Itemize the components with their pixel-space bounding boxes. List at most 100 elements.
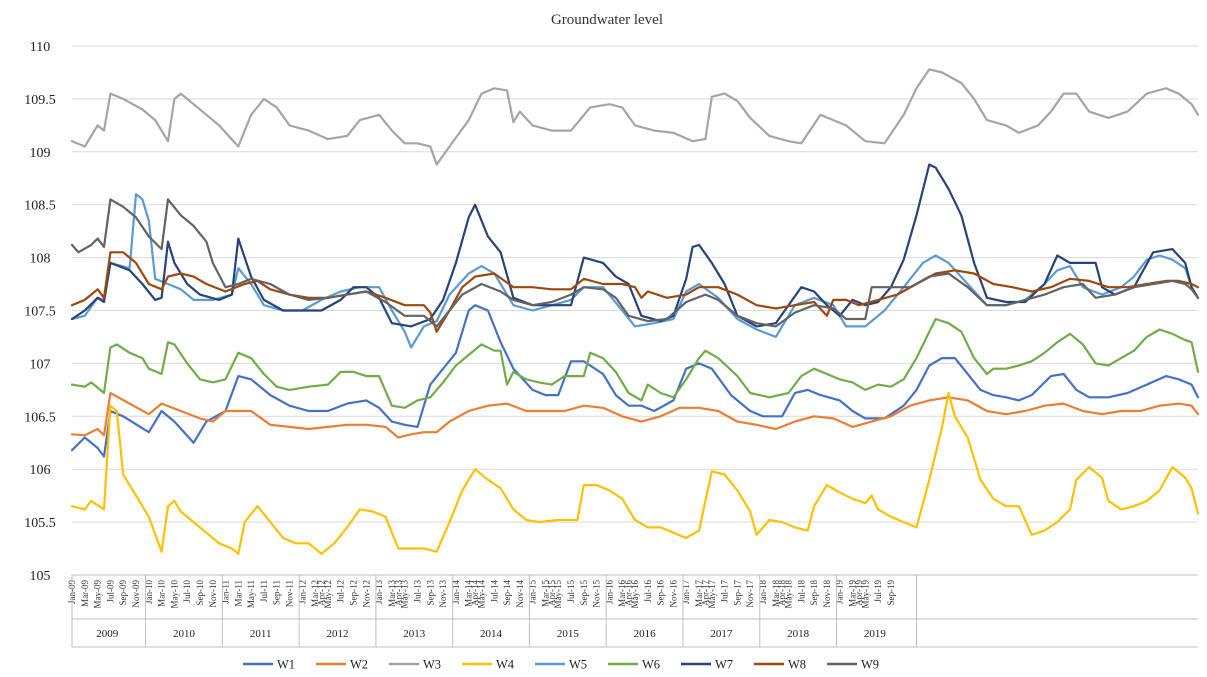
x-tick-label: Sep-09 (118, 580, 128, 606)
x-tick-label: Jan-10 (144, 580, 154, 604)
x-tick-label: Jul-17 (720, 580, 730, 603)
x-tick-label: Mar-19 (848, 580, 858, 607)
year-label: 2017 (710, 628, 733, 640)
x-tick-label: Jan-14 (451, 580, 461, 604)
x-tick-label: Sep-14 (502, 580, 512, 606)
y-tick-label: 109.5 (24, 93, 56, 108)
year-label: 2015 (557, 628, 580, 640)
x-tick-label: Jan-16 (604, 580, 614, 604)
legend-label: W8 (788, 658, 806, 672)
y-tick-label: 110 (30, 40, 50, 55)
x-tick-label: Jul-16 (643, 580, 653, 603)
x-tick-label: Apr-15 (547, 580, 557, 606)
x-tick-label: Apr-13 (393, 580, 403, 606)
legend-label: W2 (350, 658, 368, 672)
year-label: 2014 (480, 628, 503, 640)
x-tick-label: Mar-17 (694, 580, 704, 607)
year-label: 2013 (403, 628, 426, 640)
x-tick-label: Nov-15 (592, 580, 602, 608)
year-label: 2018 (787, 628, 810, 640)
x-tick-label: Jul-09 (105, 580, 115, 603)
y-axis-ticks: 105 105.5 106 106.5 107 107.5 108 108.5 109 109.5… (24, 40, 56, 584)
x-tick-label: Apr-14 (470, 580, 480, 606)
x-tick-label: Jan-12 (297, 580, 307, 604)
legend-label: W4 (496, 658, 515, 672)
x-tick-label: Mar-09 (80, 580, 90, 607)
series-line-w5 (70, 193, 1200, 349)
x-tick-label: Jul-18 (796, 580, 806, 603)
x-tick-label: May-14 (476, 580, 486, 609)
y-tick-label: 105 (30, 569, 51, 584)
y-tick-label: 105.5 (24, 516, 56, 531)
year-label: 2016 (634, 628, 657, 640)
x-tick-label: Jul-19 (873, 580, 883, 603)
series-line-w3 (70, 68, 1200, 166)
series-line-w1 (70, 304, 1200, 458)
x-tick-label: Apr-19 (854, 580, 864, 606)
y-tick-label: 108 (30, 252, 51, 267)
x-tick-label: Nov-12 (361, 580, 371, 608)
x-tick-label: Jan-19 (835, 580, 845, 604)
x-tick-label: May-17 (707, 580, 717, 609)
x-tick-label: Jul-14 (489, 580, 499, 603)
x-tick-label: Apr-18 (777, 580, 787, 606)
x-tick-label: May-13 (400, 580, 410, 609)
legend-label: W3 (423, 658, 441, 672)
x-tick-label: May-18 (784, 580, 794, 609)
x-tick-label: Jan-17 (681, 580, 691, 604)
x-tick-label: May-09 (93, 580, 103, 609)
x-tick-label: Jul-13 (412, 580, 422, 603)
x-tick-label: Sep-18 (809, 580, 819, 606)
year-label: 2019 (864, 628, 887, 640)
series-line-w2 (70, 391, 1200, 439)
x-tick-label: Nov-09 (131, 580, 141, 608)
x-tick-label: Jan-18 (758, 580, 768, 604)
x-tick-label: Apr-17 (700, 580, 710, 606)
x-tick-label: Sep-16 (656, 580, 666, 606)
x-tick-label: Sep-15 (579, 580, 589, 606)
legend-label: W6 (642, 658, 660, 672)
y-tick-label: 109 (30, 146, 51, 161)
series-lines (70, 68, 1200, 555)
x-tick-label: Sep-12 (349, 580, 359, 606)
legend-label: W7 (715, 658, 733, 672)
x-tick-label: Nov-18 (822, 580, 832, 608)
series-line-w7 (70, 163, 1200, 328)
x-tick-label: Jul-12 (336, 580, 346, 603)
series-line-w9 (70, 198, 1200, 328)
x-tick-label: May-15 (553, 580, 563, 609)
x-tick-label: Nov-11 (285, 580, 295, 607)
x-tick-label: May-16 (630, 580, 640, 609)
year-label: 2011 (250, 628, 272, 640)
y-tick-label: 107 (30, 357, 51, 372)
x-tick-label: Mar-16 (617, 580, 627, 607)
x-tick-label: Sep-13 (425, 580, 435, 606)
x-tick-label: Mar-11 (233, 580, 243, 606)
y-tick-label: 107.5 (24, 305, 56, 320)
legend: W1 W2 W3 W4 W5 W6 W7 W8 W9 (243, 658, 879, 672)
x-tick-label: Mar-15 (540, 580, 550, 607)
y-tick-label: 106 (30, 463, 51, 478)
y-tick-label: 106.5 (24, 410, 56, 425)
x-tick-label: Nov-13 (438, 580, 448, 608)
x-tick-label: Nov-10 (208, 580, 218, 608)
x-tick-label: May-11 (246, 580, 256, 608)
x-tick-label: Jan-11 (221, 580, 231, 604)
x-tick-label: Mar-13 (387, 580, 397, 607)
x-tick-label: Jan-13 (374, 580, 384, 604)
series-line-w4 (70, 391, 1200, 555)
x-tick-label: Jul-10 (182, 580, 192, 603)
x-tick-label: Jan-15 (528, 580, 538, 604)
gridlines (72, 45, 1198, 576)
x-tick-label: Jul-11 (259, 580, 269, 602)
legend-label: W1 (277, 658, 295, 672)
x-tick-label: Mar-12 (310, 580, 320, 607)
x-tick-label: Sep-11 (272, 580, 282, 605)
x-tick-label: Nov-17 (745, 580, 755, 608)
x-tick-label: May-12 (323, 580, 333, 609)
legend-label: W9 (861, 658, 879, 672)
year-label: 2012 (327, 628, 349, 640)
x-tick-label: Sep-17 (732, 580, 742, 606)
